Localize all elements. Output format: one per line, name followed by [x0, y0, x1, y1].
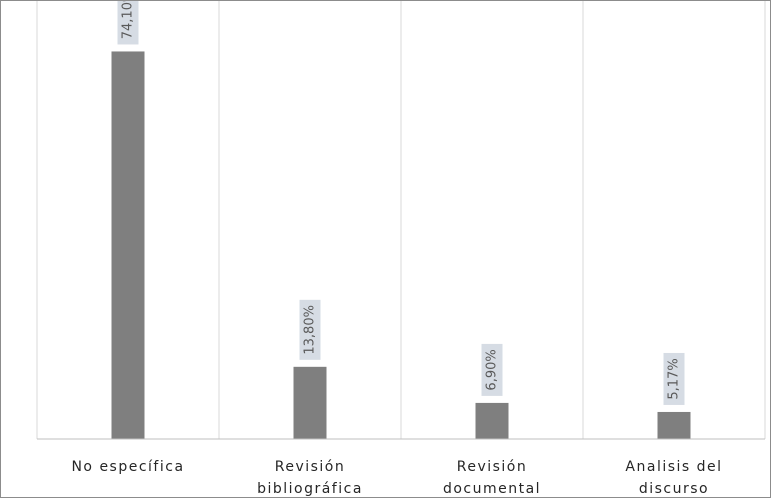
- category-label: No específica: [71, 459, 184, 475]
- data-label: 6,90%: [485, 349, 500, 390]
- bar-2: [475, 402, 509, 439]
- data-label: 5,17%: [667, 358, 682, 399]
- category-label: discurso: [639, 481, 709, 497]
- data-label-bg: [663, 352, 685, 405]
- bar-0: [111, 51, 145, 439]
- data-label: 74,10%: [121, 1, 136, 39]
- data-label-bg: [481, 343, 503, 396]
- data-label-bg: [117, 1, 139, 45]
- category-label: documental: [443, 481, 541, 497]
- category-label: Revisión: [275, 459, 346, 475]
- bar-1: [293, 366, 327, 439]
- category-label: bibliográfica: [257, 481, 363, 497]
- data-label-bg: [299, 299, 321, 360]
- category-label: Revisión: [457, 459, 528, 475]
- category-label: Analisis del: [625, 459, 722, 475]
- bar-3: [657, 411, 691, 439]
- data-label: 13,80%: [303, 305, 318, 355]
